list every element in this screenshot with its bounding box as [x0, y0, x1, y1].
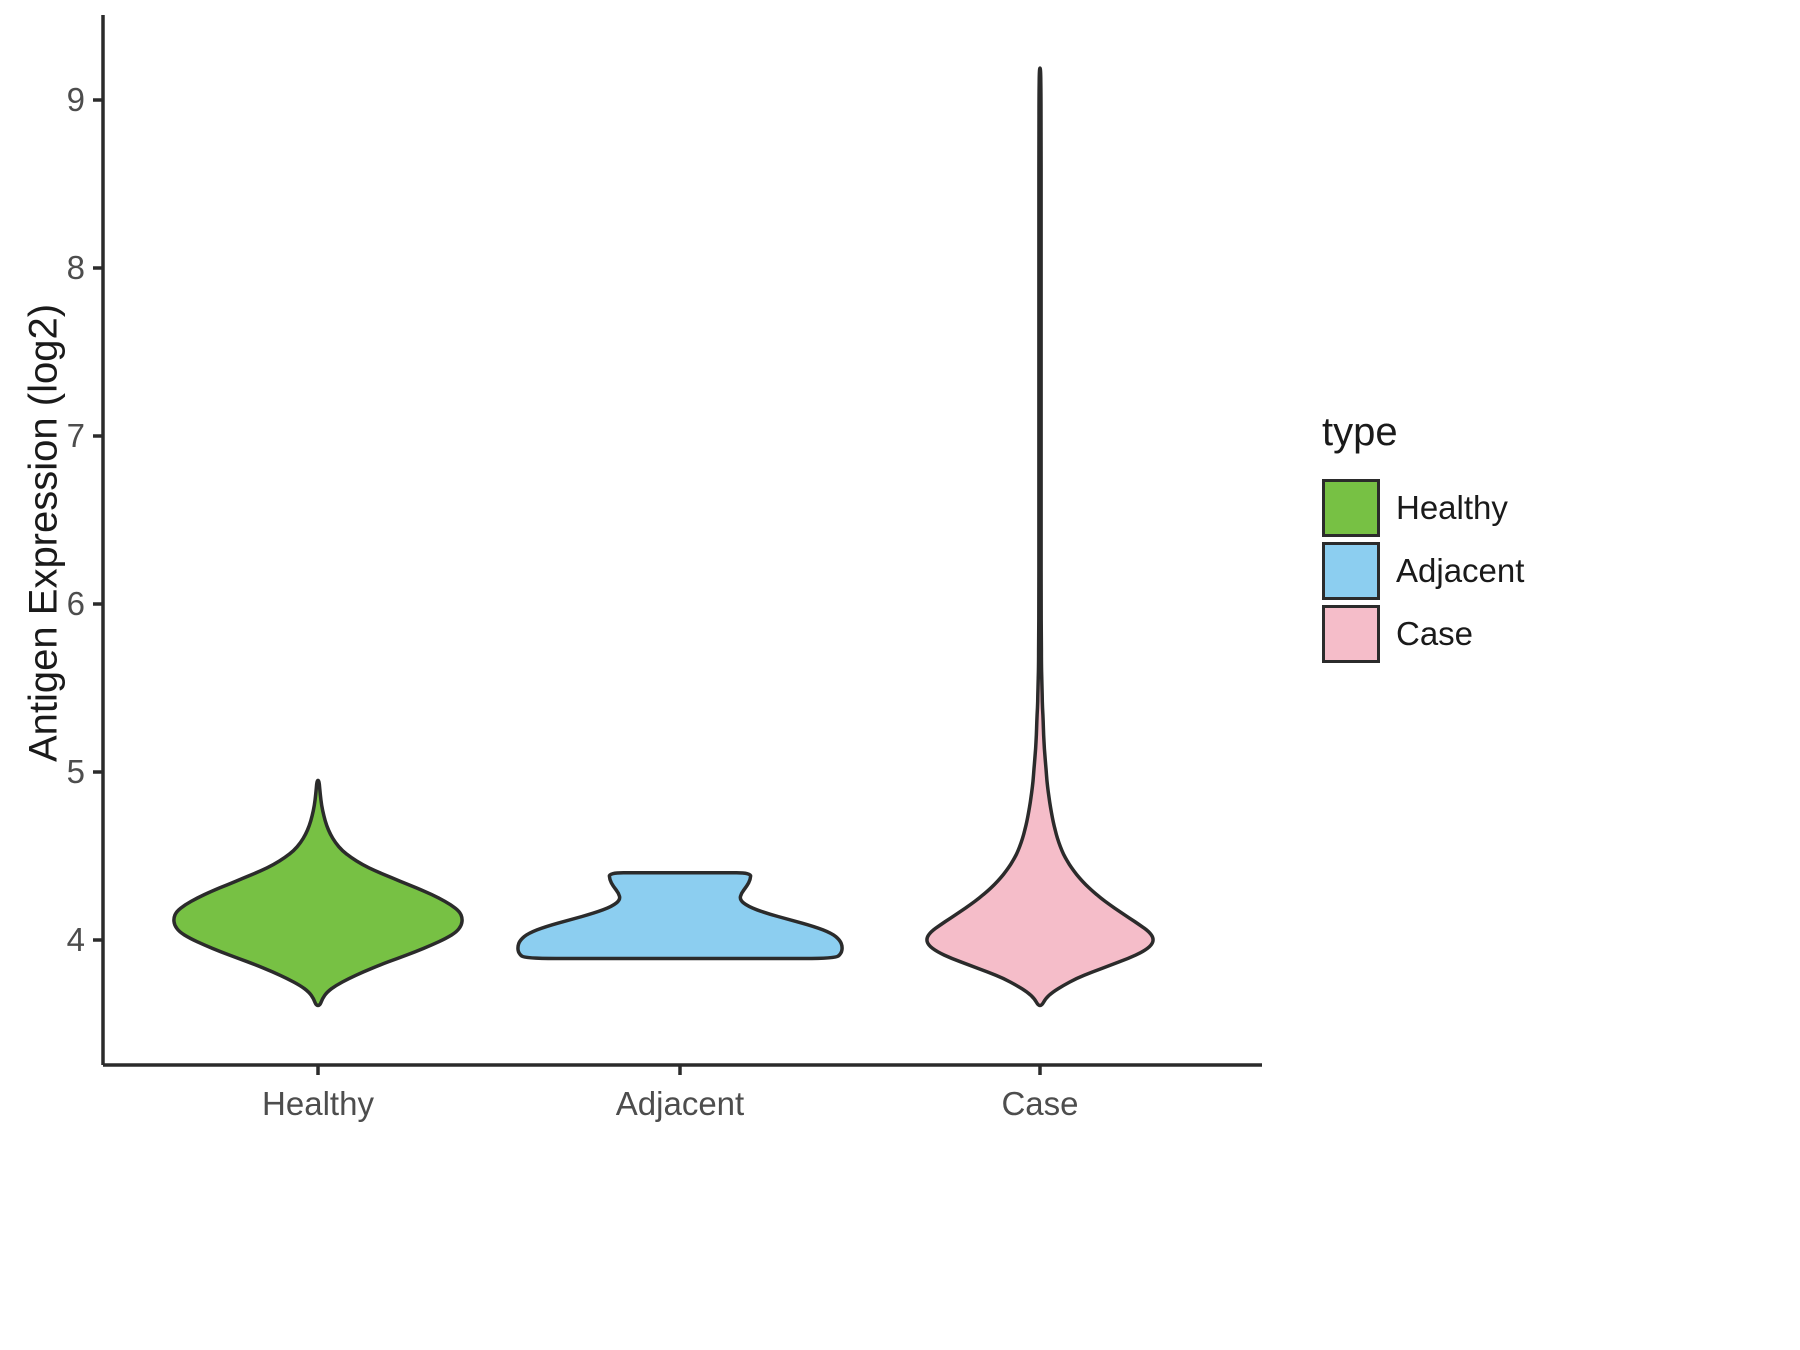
violin-healthy	[172, 778, 464, 1008]
legend-swatch-healthy	[1322, 479, 1380, 537]
x-category-label: Adjacent	[616, 1085, 744, 1122]
legend-items: Healthy Adjacent Case	[1322, 479, 1524, 663]
legend-label: Healthy	[1396, 489, 1508, 526]
legend-item-adjacent: Adjacent	[1322, 542, 1524, 600]
legend-label: Case	[1396, 615, 1474, 652]
violin-adjacent	[516, 871, 844, 961]
y-tick-label: 5	[67, 753, 85, 790]
y-axis-title: Antigen Expression (log2)	[21, 303, 66, 763]
y-tick-label: 9	[67, 81, 85, 118]
y-tick-label: 7	[67, 417, 85, 454]
legend-title: type	[1322, 410, 1398, 454]
violin-case	[925, 66, 1155, 1008]
legend-swatch-case	[1322, 605, 1380, 663]
y-tick-label: 6	[67, 585, 85, 622]
legend-swatch-adjacent	[1322, 542, 1380, 600]
y-tick-label: 4	[67, 921, 85, 958]
y-tick-label: 8	[67, 249, 85, 286]
x-category-label: Healthy	[262, 1085, 374, 1122]
legend-item-case: Case	[1322, 605, 1524, 663]
x-category-label: Case	[1001, 1085, 1078, 1122]
legend-item-healthy: Healthy	[1322, 479, 1524, 537]
legend: type Healthy Adjacent Case	[1322, 410, 1524, 668]
legend-label: Adjacent	[1396, 552, 1525, 589]
